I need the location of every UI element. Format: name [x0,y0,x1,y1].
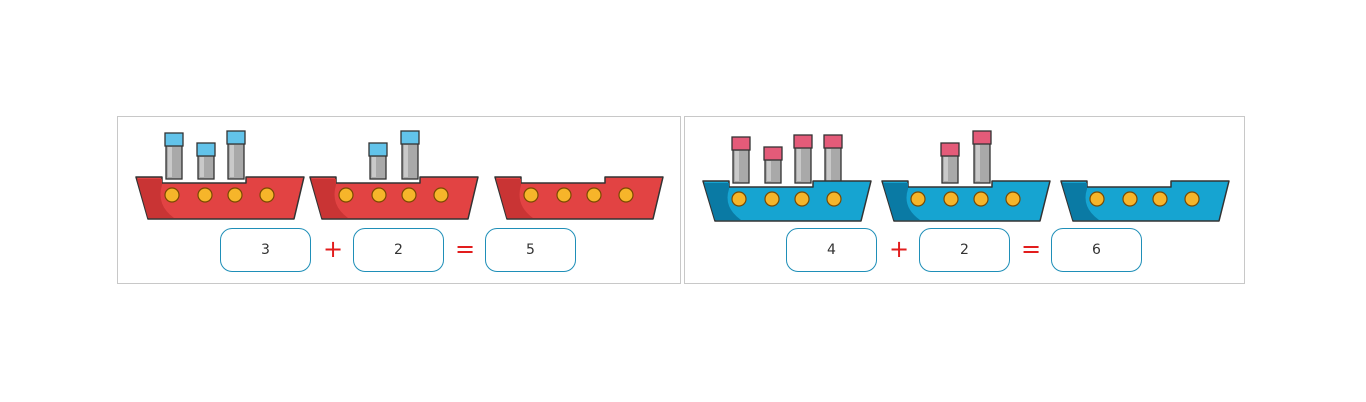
porthole-icon [826,191,842,207]
funnel-shine [976,145,980,181]
plus-sign: + [322,235,344,263]
ship-icon [494,176,664,220]
plus-sign: + [888,235,910,263]
hull-shade [496,179,533,218]
funnel-cap-icon [226,130,246,145]
result-box[interactable]: 5 [485,228,576,272]
funnel-cap-icon [196,142,216,157]
porthole-icon [973,191,989,207]
porthole-icon [618,187,634,203]
funnel-shine [372,157,376,177]
funnel-shine [404,145,408,177]
porthole-icon [1089,191,1105,207]
funnel-cap-icon [763,146,783,161]
funnel-shine [944,157,948,181]
funnel-shine [168,147,172,177]
equation-row: 3 + 2 = 5 [118,228,680,274]
porthole-icon [197,187,213,203]
porthole-icon [227,187,243,203]
porthole-icon [1184,191,1200,207]
equation-row: 4 + 2 = 6 [685,228,1244,274]
funnel-shine [735,151,739,181]
ship-icon [702,134,872,222]
hull-shade [311,179,348,218]
left-operand-box[interactable]: 3 [220,228,311,272]
porthole-icon [586,187,602,203]
funnel-cap-icon [793,134,813,149]
ships-row [685,117,1244,225]
porthole-icon [764,191,780,207]
porthole-icon [731,191,747,207]
right-operand-box[interactable]: 2 [919,228,1010,272]
funnel-cap-icon [400,130,420,145]
funnel-shine [797,149,801,181]
porthole-icon [910,191,926,207]
equals-sign: = [1020,235,1042,263]
porthole-icon [371,187,387,203]
exercise-panel-1: 3 + 2 = 5 [117,116,681,284]
funnel-cap-icon [823,134,843,149]
porthole-icon [164,187,180,203]
funnel-shine [827,149,831,181]
ship-icon [1060,180,1230,222]
hull-shade [1062,183,1099,220]
funnel-cap-icon [731,136,751,151]
ship-icon [309,130,479,220]
left-operand-box[interactable]: 4 [786,228,877,272]
porthole-icon [1152,191,1168,207]
porthole-icon [943,191,959,207]
porthole-icon [556,187,572,203]
porthole-icon [338,187,354,203]
porthole-icon [259,187,275,203]
funnel-cap-icon [940,142,960,157]
porthole-icon [1005,191,1021,207]
porthole-icon [433,187,449,203]
ship-icon [135,130,305,220]
funnel-cap-icon [972,130,992,145]
right-operand-box[interactable]: 2 [353,228,444,272]
funnel-shine [200,157,204,177]
ship-icon [881,130,1051,222]
hull-shade [704,183,741,220]
funnel-cap-icon [164,132,184,147]
porthole-icon [794,191,810,207]
porthole-icon [1122,191,1138,207]
funnel-shine [230,145,234,177]
equals-sign: = [454,235,476,263]
funnel-shine [767,161,771,181]
ships-row [118,117,680,225]
hull-shade [137,179,174,218]
result-box[interactable]: 6 [1051,228,1142,272]
hull-shade [883,183,920,220]
funnel-cap-icon [368,142,388,157]
porthole-icon [523,187,539,203]
exercise-panel-2: 4 + 2 = 6 [684,116,1245,284]
porthole-icon [401,187,417,203]
